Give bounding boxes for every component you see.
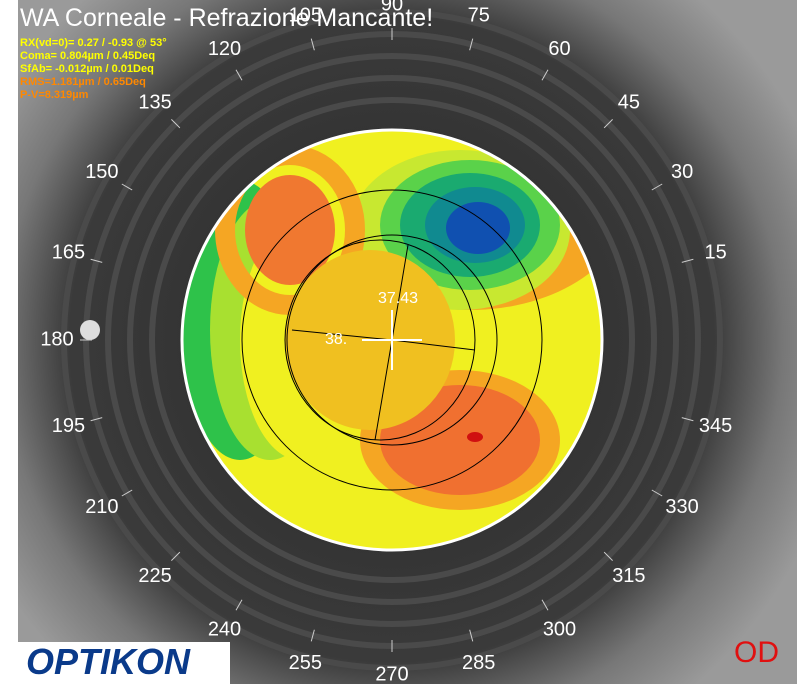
info-line: RMS=1.181µm / 0.65Deq <box>20 76 146 88</box>
info-line: P-V=8.319µm <box>20 89 89 101</box>
angle-label: 30 <box>671 161 693 183</box>
angle-label: 315 <box>612 565 645 587</box>
info-line: SfAb= -0.012µm / 0.01Deq <box>20 63 154 75</box>
logo: OPTIKON <box>26 641 191 682</box>
angle-label: 240 <box>208 618 241 640</box>
angle-label: 180 <box>40 328 73 350</box>
info-line: RX(vd=0)= 0.27 / -0.93 @ 53° <box>20 37 167 49</box>
center-label: 37.43 <box>378 290 418 307</box>
angle-label: 330 <box>665 496 698 518</box>
angle-label: 270 <box>375 663 408 684</box>
reflection <box>80 320 100 340</box>
angle-label: 300 <box>543 618 576 640</box>
angle-label: 75 <box>468 5 490 27</box>
angle-label: 210 <box>85 496 118 518</box>
angle-label: 60 <box>548 38 570 60</box>
angle-label: 135 <box>138 91 171 113</box>
info-line: Coma= 0.804µm / 0.45Deq <box>20 50 155 62</box>
angle-label: 225 <box>138 565 171 587</box>
angle-label: 255 <box>289 652 322 674</box>
eye-side: OD <box>734 636 779 669</box>
angle-label: 120 <box>208 38 241 60</box>
angle-label: 150 <box>85 161 118 183</box>
angle-label: 345 <box>699 415 732 437</box>
angle-label: 45 <box>618 91 640 113</box>
angle-label: 195 <box>52 415 85 437</box>
page: 37.43 38. 153045607590105120135150165180… <box>0 0 797 684</box>
title: WA Corneale - Refrazione Mancante! <box>20 4 433 32</box>
angle-label: 165 <box>52 242 85 264</box>
center-label: 38. <box>325 331 347 348</box>
angle-label: 285 <box>462 652 495 674</box>
topography-view: 37.43 38. 153045607590105120135150165180… <box>0 0 797 684</box>
angle-label: 15 <box>704 242 726 264</box>
